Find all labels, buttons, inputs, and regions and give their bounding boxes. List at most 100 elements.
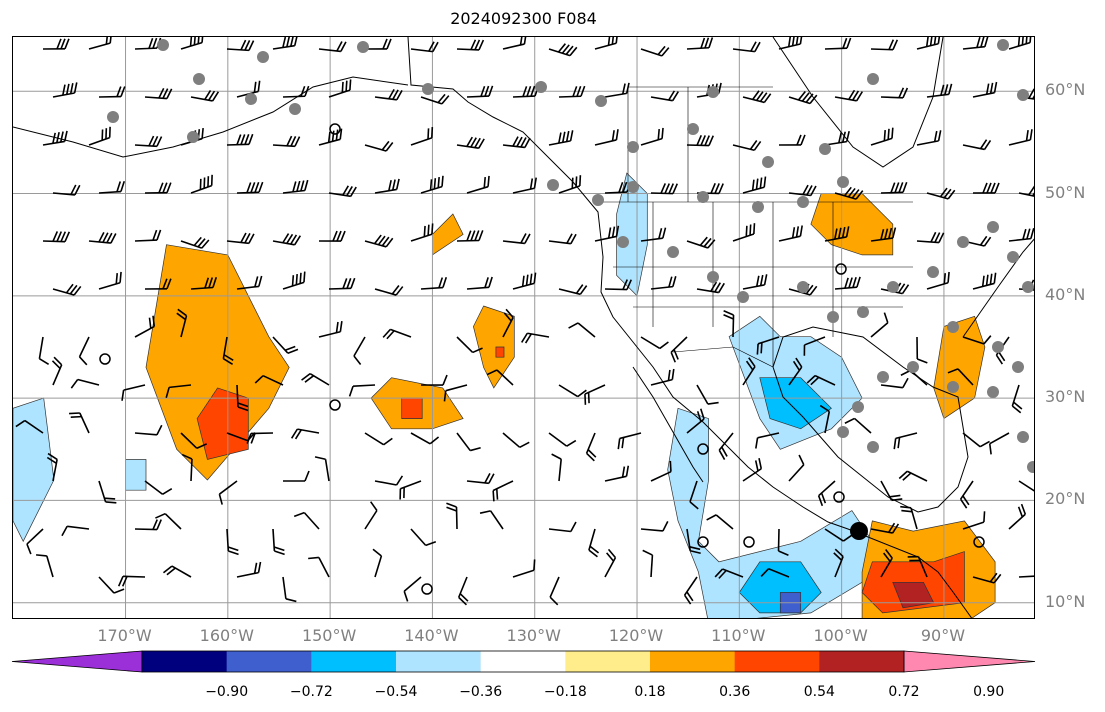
wind-barb bbox=[502, 37, 527, 50]
calm-circle bbox=[421, 583, 433, 595]
wind-barb bbox=[420, 277, 448, 290]
wind-barb bbox=[732, 140, 762, 151]
wind-barb bbox=[364, 501, 378, 530]
station-dot bbox=[193, 73, 205, 85]
lat-label: 20°N bbox=[1045, 489, 1086, 509]
wind-barb bbox=[718, 432, 734, 460]
wind-barb bbox=[410, 223, 434, 242]
wind-barb bbox=[650, 368, 675, 386]
colorbar-segment bbox=[565, 651, 651, 672]
calm-circle bbox=[697, 536, 709, 548]
wind-barb bbox=[226, 232, 255, 245]
forecast-map[interactable] bbox=[13, 37, 1035, 619]
wind-barb bbox=[372, 548, 383, 578]
wind-barb bbox=[640, 336, 669, 350]
wind-barb bbox=[88, 126, 111, 146]
station-dot bbox=[877, 371, 889, 383]
station-dot bbox=[1017, 431, 1029, 443]
border-states-a bbox=[652, 202, 834, 367]
calm-circle bbox=[99, 353, 111, 365]
station-dot bbox=[987, 221, 999, 233]
wind-barb bbox=[962, 335, 992, 345]
wind-barb bbox=[353, 336, 366, 366]
wind-barb bbox=[98, 181, 126, 194]
wind-barb bbox=[222, 336, 234, 365]
wind-barb bbox=[548, 43, 578, 57]
colorbar-extend-high bbox=[903, 650, 1036, 673]
station-dot bbox=[157, 39, 169, 51]
wind-barb bbox=[806, 374, 836, 386]
wind-barb bbox=[420, 93, 450, 105]
wind-barb bbox=[584, 384, 606, 405]
wind-barb bbox=[69, 412, 90, 434]
wind-barb bbox=[916, 231, 945, 244]
wind-barb bbox=[180, 236, 210, 249]
wind-barb bbox=[61, 525, 90, 537]
wind-barb bbox=[686, 37, 714, 50]
station-dot bbox=[617, 236, 629, 248]
wind-barb bbox=[318, 128, 343, 146]
station-dot bbox=[947, 321, 959, 333]
wind-barb bbox=[36, 554, 54, 578]
wind-barb bbox=[962, 511, 986, 530]
station-dot bbox=[627, 141, 639, 153]
wind-barb bbox=[190, 174, 213, 194]
wind-barb bbox=[272, 135, 301, 148]
colorbar-segment bbox=[480, 651, 566, 672]
wind-barb bbox=[916, 130, 942, 146]
wind-barb bbox=[972, 182, 1000, 194]
wind-barb bbox=[880, 377, 909, 389]
colorbar-tick-label: 0.18 bbox=[634, 684, 666, 700]
wind-barb bbox=[683, 576, 698, 605]
field-blob-2 bbox=[13, 397, 55, 543]
wind-barb bbox=[134, 315, 156, 338]
wind-barb bbox=[502, 308, 514, 338]
wind-barb bbox=[777, 528, 789, 556]
lon-label: 120°W bbox=[608, 626, 664, 645]
wind-barb bbox=[403, 576, 422, 602]
wind-barb bbox=[272, 233, 302, 246]
station-dot bbox=[797, 196, 809, 208]
wind-barb bbox=[144, 278, 172, 290]
wind-barb bbox=[226, 528, 239, 556]
wind-barb bbox=[548, 233, 577, 245]
station-dot bbox=[837, 426, 849, 438]
coastline-alaska bbox=[13, 76, 409, 158]
station-dot bbox=[667, 246, 679, 258]
wind-barb bbox=[374, 475, 404, 486]
wind-barb bbox=[180, 37, 204, 50]
wind-barb bbox=[52, 283, 82, 296]
wind-barb bbox=[134, 229, 162, 242]
wind-barb bbox=[364, 432, 393, 446]
lat-label: 50°N bbox=[1045, 182, 1086, 202]
wind-barb bbox=[236, 181, 264, 194]
wind-barb bbox=[88, 231, 117, 244]
wind-barb bbox=[26, 528, 44, 555]
station-dot bbox=[245, 93, 257, 105]
wind-barb bbox=[328, 79, 352, 98]
wind-barb bbox=[696, 384, 719, 405]
wind-barb bbox=[1008, 37, 1032, 50]
wind-barb bbox=[824, 528, 853, 542]
station-dot bbox=[997, 39, 1009, 51]
station-dot bbox=[1012, 361, 1024, 373]
wind-barb bbox=[686, 135, 714, 147]
wind-barb bbox=[181, 453, 193, 482]
wind-barb bbox=[70, 378, 100, 389]
wind-barb bbox=[364, 234, 394, 248]
wind-barb bbox=[778, 225, 803, 242]
wind-barb bbox=[1018, 574, 1034, 578]
wind-barb bbox=[364, 140, 394, 152]
wind-barb bbox=[689, 480, 699, 510]
wind-barb bbox=[742, 458, 763, 482]
calm-circle bbox=[329, 399, 341, 411]
wind-barbs bbox=[15, 37, 1034, 606]
map-panel[interactable] bbox=[12, 36, 1035, 619]
colorbar-segment bbox=[226, 651, 312, 672]
colorbar-segment bbox=[819, 651, 905, 672]
colorbar-tick-label: −0.18 bbox=[543, 684, 587, 700]
wind-barb bbox=[926, 271, 950, 290]
map-title: 2024092300 F084 bbox=[450, 9, 597, 28]
coastline-baja bbox=[632, 366, 704, 483]
lon-label: 100°W bbox=[813, 626, 868, 645]
